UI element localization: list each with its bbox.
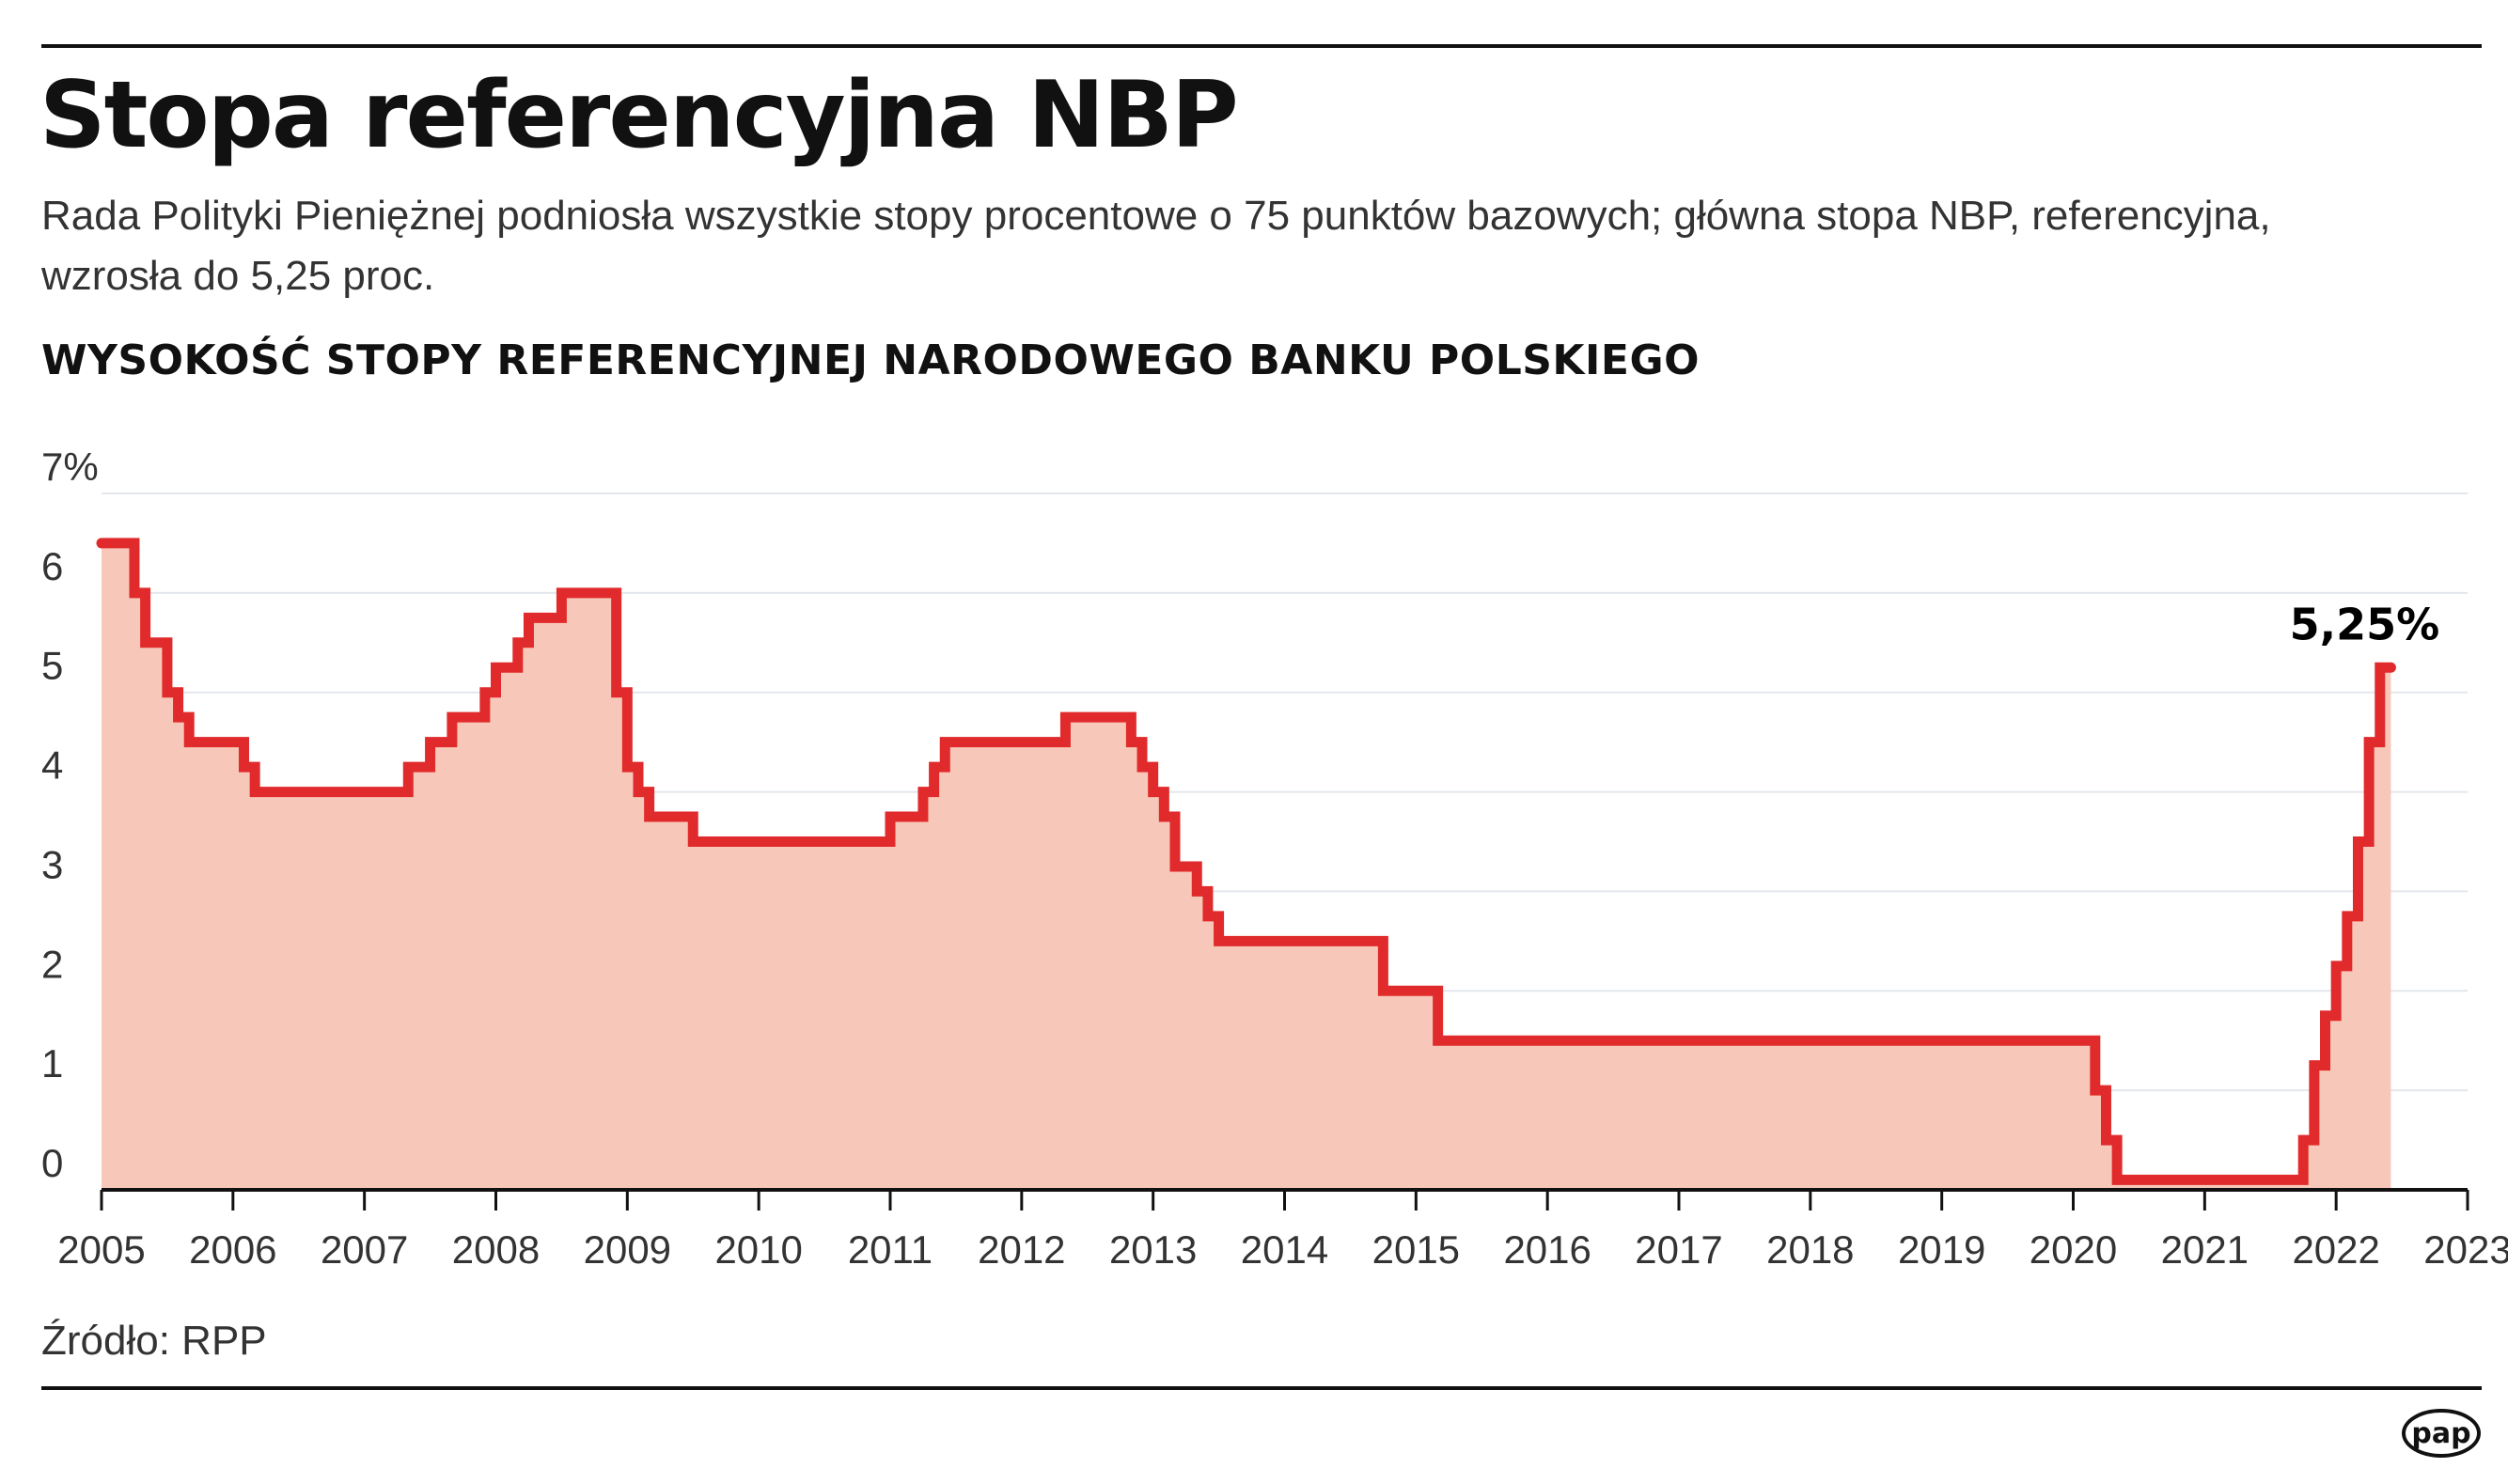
x-tick-label: 2008 <box>452 1227 540 1272</box>
y-tick-label: 0 <box>41 1141 63 1185</box>
x-tick-label: 2012 <box>978 1227 1065 1272</box>
y-tick-label: 6 <box>41 544 63 588</box>
x-tick-label: 2011 <box>848 1227 933 1272</box>
axes: 0 1 2 3 4 5 6 7% 2005 2006 2007 2008 2009 2010 2011 201… <box>41 445 2508 1272</box>
page-title: Stopa referencyjna NBP <box>39 62 1239 169</box>
subtitle: Rada Polityki Pieniężnej podniosła wszys… <box>41 193 2271 299</box>
x-tick-label: 2016 <box>1503 1227 1591 1272</box>
x-tick-label: 2013 <box>1109 1227 1197 1272</box>
x-tick-label: 2014 <box>1241 1227 1328 1272</box>
x-tick-label: 2015 <box>1372 1227 1460 1272</box>
x-tick-label: 2009 <box>584 1227 671 1272</box>
pap-logo: pap <box>2402 1409 2481 1458</box>
y-tick-label: 2 <box>41 942 63 986</box>
chart-title: WYSOKOŚĆ STOPY REFERENCYJNEJ NARODOWEGO … <box>41 336 1700 384</box>
bottom-rule <box>41 1386 2482 1390</box>
x-tick-label: 2005 <box>57 1227 145 1272</box>
x-tick-label: 2017 <box>1635 1227 1722 1272</box>
top-rule <box>41 44 2482 48</box>
area-fill <box>102 542 2391 1190</box>
y-tick-label: 7% <box>41 445 99 489</box>
y-tick-label: 4 <box>41 743 63 788</box>
x-tick-label: 2021 <box>2161 1227 2249 1272</box>
source-note: Źródło: RPP <box>41 1318 267 1364</box>
x-tick-label: 2007 <box>321 1227 408 1272</box>
y-tick-label: 1 <box>41 1041 63 1086</box>
x-tick-label: 2022 <box>2292 1227 2379 1272</box>
x-tick-label: 2019 <box>1898 1227 1985 1272</box>
series-line <box>96 538 2396 1185</box>
x-tick-label: 2010 <box>714 1227 802 1272</box>
x-tick-label: 2020 <box>2030 1227 2117 1272</box>
y-tick-label: 5 <box>41 644 63 688</box>
x-tick-label: 2018 <box>1766 1227 1854 1272</box>
x-tick-label: 2006 <box>189 1227 276 1272</box>
y-tick-label: 3 <box>41 842 63 886</box>
svg-text:pap: pap <box>2411 1417 2470 1450</box>
x-tick-label: 2023 <box>2423 1227 2508 1272</box>
annotation-label: 5,25% <box>2290 599 2440 649</box>
